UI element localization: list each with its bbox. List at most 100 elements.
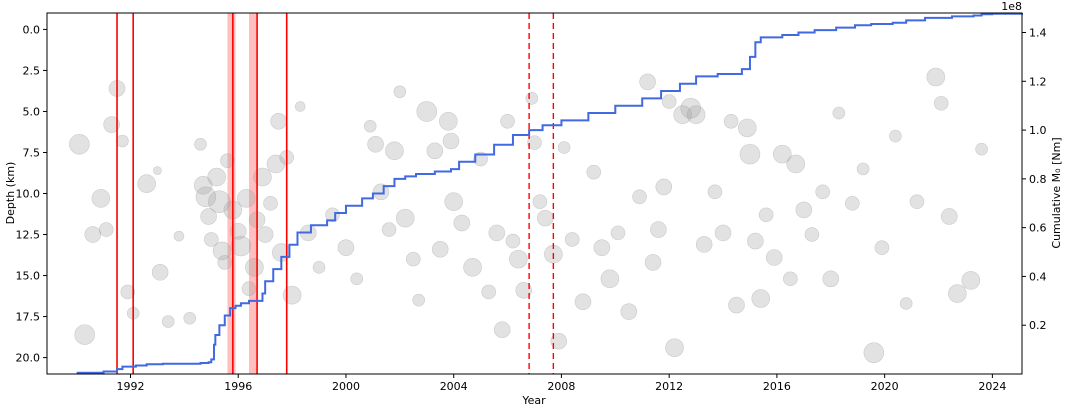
event-point — [610, 225, 626, 241]
event-point — [416, 101, 438, 122]
event-point — [532, 194, 548, 210]
x-tick-label: 2020 — [871, 380, 899, 393]
event-point — [395, 208, 415, 228]
y2-tick-label: 0.2 — [1029, 319, 1047, 332]
event-point — [632, 189, 647, 205]
event-point — [173, 230, 185, 242]
event-point — [804, 227, 820, 242]
event-point — [282, 285, 302, 305]
event-point — [665, 338, 684, 358]
event-point — [439, 112, 458, 131]
event-point — [863, 342, 885, 363]
event-point — [294, 101, 306, 112]
event-point — [661, 94, 677, 109]
event-point — [473, 151, 488, 167]
event-point — [795, 201, 813, 219]
event-point — [385, 141, 404, 161]
event-point — [751, 289, 771, 308]
y-tick-label: 10.0 — [16, 188, 41, 201]
x-tick-label: 2024 — [978, 380, 1006, 393]
event-point — [874, 240, 890, 255]
event-point — [822, 270, 840, 288]
event-point — [270, 113, 287, 130]
y2-axis-label: Cumulative M₀ [Nm] — [1050, 137, 1063, 248]
events — [69, 67, 988, 363]
event-point — [183, 311, 197, 325]
x-tick-label: 2004 — [440, 380, 468, 393]
event-point — [695, 236, 713, 253]
event-point — [263, 196, 278, 211]
event-point — [593, 239, 611, 256]
event-point — [765, 249, 783, 266]
event-point — [84, 226, 102, 243]
event-point — [493, 321, 511, 338]
x-tick-label: 2000 — [332, 380, 360, 393]
event-point — [909, 194, 925, 210]
event-point — [620, 303, 638, 320]
event-point — [194, 137, 207, 151]
y2-axis: 0.2 0.4 0.6 0.8 1.0 1.2 1.4 — [1022, 27, 1047, 332]
event-point — [229, 222, 247, 240]
event-point — [515, 282, 533, 299]
y2-tick-label: 1.4 — [1029, 27, 1047, 40]
y-tick-label: 2.5 — [23, 64, 41, 77]
event-point — [940, 208, 958, 225]
y2-exponent-label: 1e8 — [1001, 0, 1022, 13]
event-point — [69, 133, 90, 155]
cumulative-moment-line — [76, 12, 1023, 374]
event-point — [739, 143, 761, 165]
event-point — [564, 232, 580, 247]
event-point — [103, 116, 120, 133]
y2-tick-label: 1.2 — [1029, 75, 1047, 88]
event-point — [926, 67, 946, 87]
cumulative-moment — [76, 12, 1023, 374]
event-point — [728, 296, 745, 314]
event-point — [453, 214, 471, 232]
event-point — [463, 258, 482, 277]
event-point — [256, 226, 274, 243]
event-point — [266, 154, 286, 174]
event-point — [253, 167, 272, 187]
event-point — [714, 224, 732, 242]
event-point — [723, 114, 739, 129]
event-point — [488, 224, 506, 242]
event-point — [372, 183, 390, 201]
y2-tick-label: 0.6 — [1029, 222, 1047, 235]
event-point — [509, 249, 528, 269]
event-point — [673, 105, 692, 125]
event-point — [975, 142, 988, 156]
event-point — [151, 263, 169, 281]
event-point — [137, 174, 156, 193]
event-point — [426, 142, 444, 160]
event-point — [405, 251, 421, 267]
event-point — [557, 141, 571, 154]
x-tick-label: 2012 — [655, 380, 683, 393]
y2-tick-label: 1.0 — [1029, 124, 1047, 137]
event-point — [91, 189, 111, 208]
event-point — [245, 258, 264, 277]
event-point — [381, 222, 397, 237]
event-point — [393, 85, 407, 99]
event-point — [116, 134, 129, 148]
red-shaded-spans — [227, 13, 258, 374]
event-point — [220, 153, 235, 168]
event-point — [212, 241, 232, 261]
x-axis: 1992 1996 2000 2004 2008 2012 2016 2020 2024 — [116, 374, 1006, 393]
event-point — [747, 232, 764, 250]
event-point — [350, 272, 364, 286]
event-point — [639, 73, 656, 91]
event-point — [195, 186, 217, 208]
event-point — [815, 184, 830, 200]
event-point — [786, 154, 806, 174]
event-point — [574, 293, 592, 311]
event-point — [237, 189, 256, 208]
y-tick-label: 7.5 — [23, 146, 41, 159]
event-point — [500, 114, 515, 129]
y-tick-label: 15.0 — [16, 270, 41, 283]
event-point — [948, 284, 967, 303]
event-point — [505, 233, 521, 249]
event-point — [856, 162, 870, 176]
y-tick-label: 5.0 — [23, 105, 41, 118]
red-shaded-span-1 — [249, 13, 258, 374]
